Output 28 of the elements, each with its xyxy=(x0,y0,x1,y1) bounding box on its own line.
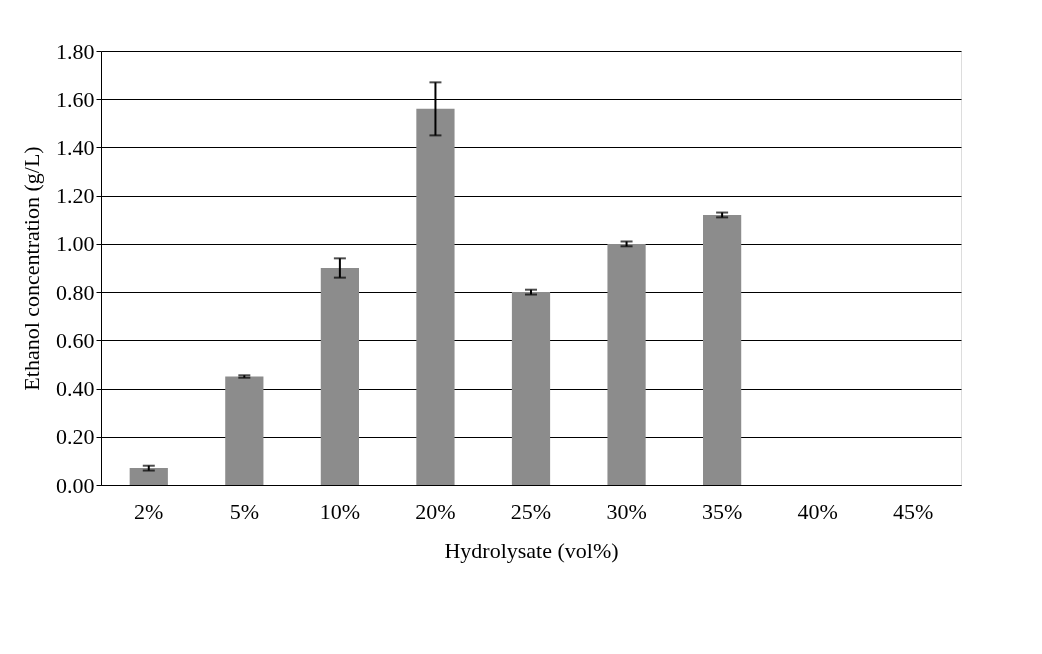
bar xyxy=(225,376,264,485)
bar xyxy=(320,268,359,485)
x-tick-label: 30% xyxy=(606,498,647,524)
y-tick-label: 1.00 xyxy=(56,231,95,257)
bar xyxy=(511,292,551,485)
y-tick-label: 0.40 xyxy=(56,376,95,402)
y-tick-label: 1.40 xyxy=(56,134,95,160)
x-tick-label: 40% xyxy=(797,498,838,524)
y-tick-label: 0.00 xyxy=(56,472,95,498)
x-tick-label: 10% xyxy=(319,498,361,524)
x-tick-label: 20% xyxy=(415,498,456,524)
y-axis-title: Ethanol concentration (g/L) xyxy=(19,146,44,391)
x-tick-label: 45% xyxy=(893,498,934,524)
y-tick-label: 1.80 xyxy=(56,38,95,64)
x-tick-label: 25% xyxy=(510,498,552,524)
y-tick-label: 0.20 xyxy=(56,424,95,450)
x-tick-label: 2% xyxy=(134,498,164,524)
x-tick-label: 35% xyxy=(701,498,743,524)
y-tick-label: 0.60 xyxy=(56,327,95,353)
bar xyxy=(129,468,168,485)
x-axis-title: Hydrolysate (vol%) xyxy=(444,537,619,563)
y-tick-label: 0.80 xyxy=(56,279,95,305)
x-tick-label: 5% xyxy=(229,498,259,524)
bar xyxy=(703,214,742,485)
bar xyxy=(416,108,455,485)
y-tick-label: 1.20 xyxy=(56,183,95,209)
bar xyxy=(607,243,646,485)
y-tick-label: 1.60 xyxy=(56,86,95,112)
